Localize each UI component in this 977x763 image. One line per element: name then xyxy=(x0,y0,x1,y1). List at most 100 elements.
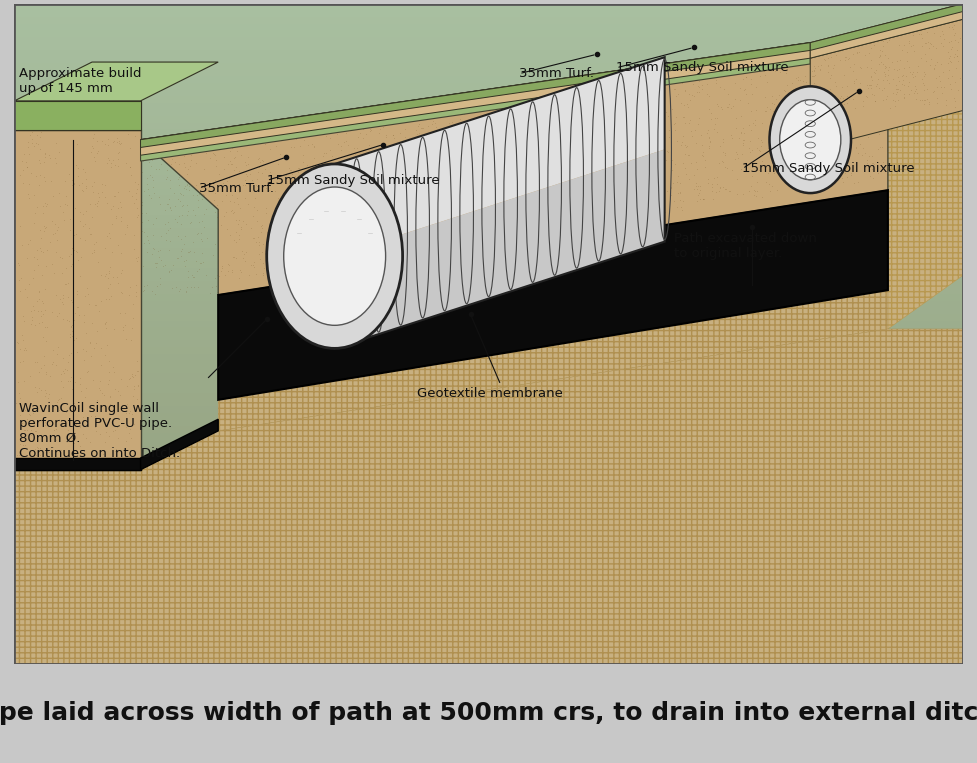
Polygon shape xyxy=(15,465,962,472)
Polygon shape xyxy=(15,169,962,175)
Text: Path excavated down
to original layer.: Path excavated down to original layer. xyxy=(674,233,817,260)
Polygon shape xyxy=(15,584,962,591)
Polygon shape xyxy=(15,101,141,130)
Polygon shape xyxy=(15,43,962,50)
Polygon shape xyxy=(15,301,962,307)
Polygon shape xyxy=(15,268,962,275)
Polygon shape xyxy=(335,150,664,349)
Polygon shape xyxy=(15,70,962,76)
Polygon shape xyxy=(15,248,962,255)
Polygon shape xyxy=(15,512,962,519)
Polygon shape xyxy=(15,228,962,235)
Polygon shape xyxy=(15,472,962,479)
Text: 15mm Sandy Soil mixture: 15mm Sandy Soil mixture xyxy=(743,163,914,175)
Polygon shape xyxy=(15,485,962,492)
Polygon shape xyxy=(15,116,962,123)
Polygon shape xyxy=(15,101,141,130)
Polygon shape xyxy=(15,446,962,452)
Polygon shape xyxy=(335,57,664,256)
Polygon shape xyxy=(15,624,962,631)
Polygon shape xyxy=(15,519,962,525)
Polygon shape xyxy=(810,19,962,150)
Polygon shape xyxy=(15,281,962,288)
Polygon shape xyxy=(15,327,962,334)
Polygon shape xyxy=(15,657,962,664)
Polygon shape xyxy=(15,532,962,539)
Ellipse shape xyxy=(770,86,851,193)
Polygon shape xyxy=(218,190,888,400)
Polygon shape xyxy=(15,439,962,446)
Polygon shape xyxy=(15,420,962,427)
Polygon shape xyxy=(15,136,962,143)
Polygon shape xyxy=(141,43,810,147)
Polygon shape xyxy=(15,208,962,215)
Polygon shape xyxy=(15,400,962,407)
Text: Geotextile membrane: Geotextile membrane xyxy=(417,388,563,401)
Text: Pipe laid across width of path at 500mm crs, to drain into external ditch.: Pipe laid across width of path at 500mm … xyxy=(0,701,977,726)
Polygon shape xyxy=(810,4,962,329)
Polygon shape xyxy=(15,499,962,505)
Polygon shape xyxy=(15,130,141,470)
Polygon shape xyxy=(15,552,962,559)
Polygon shape xyxy=(15,31,962,37)
Polygon shape xyxy=(15,241,962,248)
Polygon shape xyxy=(15,24,962,31)
Polygon shape xyxy=(15,637,962,644)
Polygon shape xyxy=(15,360,962,367)
Polygon shape xyxy=(15,373,962,380)
Ellipse shape xyxy=(780,100,841,180)
Polygon shape xyxy=(810,4,962,58)
Polygon shape xyxy=(15,50,962,56)
Polygon shape xyxy=(15,578,962,584)
Polygon shape xyxy=(15,617,962,624)
Polygon shape xyxy=(15,413,962,420)
Polygon shape xyxy=(15,109,962,116)
Polygon shape xyxy=(15,76,962,83)
Polygon shape xyxy=(15,307,962,314)
Polygon shape xyxy=(15,433,962,439)
Text: 15mm Sandy Soil mixture: 15mm Sandy Soil mixture xyxy=(616,61,788,74)
Polygon shape xyxy=(810,4,962,50)
Polygon shape xyxy=(15,320,962,327)
Polygon shape xyxy=(15,505,962,512)
Polygon shape xyxy=(15,492,962,499)
Polygon shape xyxy=(141,43,810,155)
Polygon shape xyxy=(15,129,962,136)
Polygon shape xyxy=(15,380,962,387)
Polygon shape xyxy=(15,4,962,11)
Polygon shape xyxy=(15,202,962,208)
Polygon shape xyxy=(15,96,962,103)
Polygon shape xyxy=(15,479,962,485)
Polygon shape xyxy=(15,407,962,413)
Polygon shape xyxy=(15,89,962,96)
Polygon shape xyxy=(15,644,962,651)
Polygon shape xyxy=(15,393,962,400)
Polygon shape xyxy=(15,334,962,340)
Polygon shape xyxy=(141,419,218,470)
Polygon shape xyxy=(15,261,962,268)
Polygon shape xyxy=(15,571,962,578)
Polygon shape xyxy=(15,525,962,532)
Polygon shape xyxy=(141,43,810,161)
Text: 35mm Turf.: 35mm Turf. xyxy=(519,67,594,80)
Text: WavinCoil single wall
perforated PVC-U pipe.
80mm Ø.
Continues on into Ditch.: WavinCoil single wall perforated PVC-U p… xyxy=(20,402,181,460)
Polygon shape xyxy=(15,565,962,571)
Polygon shape xyxy=(15,545,962,552)
Polygon shape xyxy=(15,62,218,101)
Polygon shape xyxy=(15,143,962,149)
Text: 15mm Sandy Soil mixture: 15mm Sandy Soil mixture xyxy=(267,174,440,187)
Polygon shape xyxy=(15,103,962,109)
Polygon shape xyxy=(15,427,962,433)
Polygon shape xyxy=(15,163,962,169)
Polygon shape xyxy=(15,598,962,604)
Polygon shape xyxy=(15,288,962,295)
Polygon shape xyxy=(15,37,962,43)
Polygon shape xyxy=(15,539,962,545)
Polygon shape xyxy=(15,367,962,373)
Polygon shape xyxy=(15,156,962,163)
Polygon shape xyxy=(15,182,962,188)
Polygon shape xyxy=(15,387,962,393)
Polygon shape xyxy=(15,329,962,664)
Polygon shape xyxy=(15,591,962,598)
Polygon shape xyxy=(15,17,962,24)
